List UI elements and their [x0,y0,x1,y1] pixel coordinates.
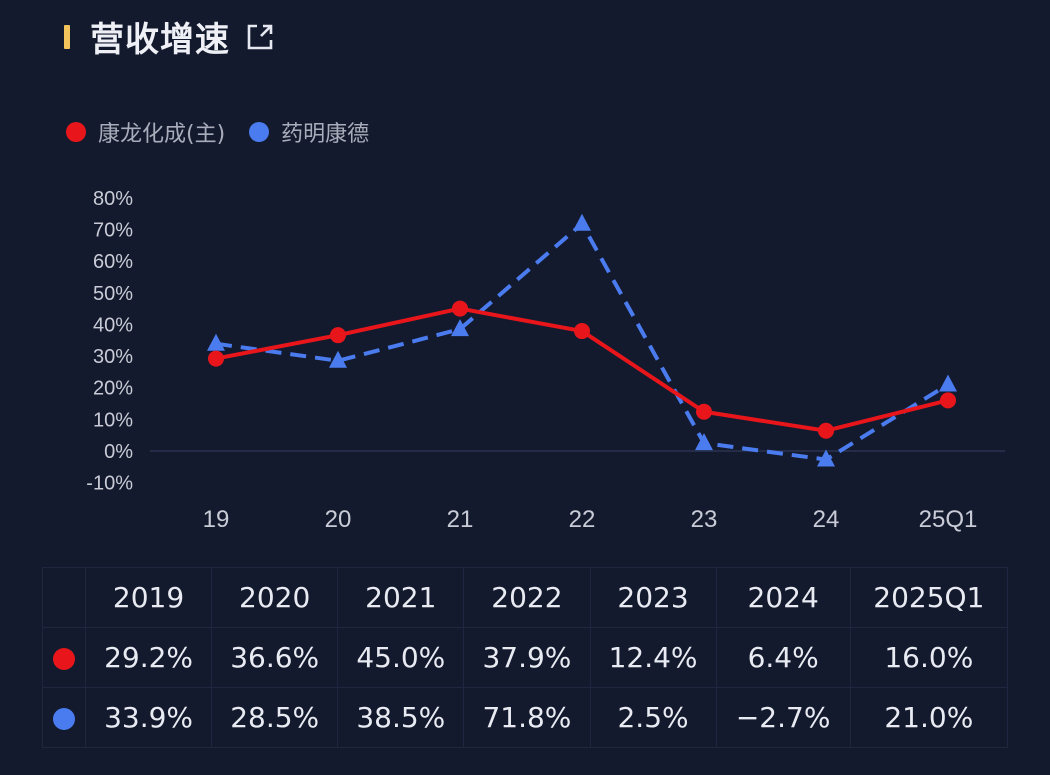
table-cell: 33.9% [84,687,213,748]
table-header: 2019 [84,567,213,628]
x-tick-label: 22 [569,506,596,533]
section-title: 营收增速 [64,12,276,61]
red-dot-icon [53,648,75,670]
table-row: 33.9% 28.5% 38.5% 71.8% 2.5% −2.7% 21.0% [42,687,1009,748]
blue-dot-icon [53,708,75,730]
table-header: 2023 [589,567,717,628]
x-tick-label: 25Q1 [919,506,978,533]
table-cell: 21.0% [849,687,1009,748]
y-tick-label: -10% [86,473,133,495]
legend-item-wuxi[interactable]: 药明康德 [249,116,369,148]
table-cell: 6.4% [715,627,851,688]
table-cell: 71.8% [463,687,591,748]
table-row: 29.2% 36.6% 45.0% 37.9% 12.4% 6.4% 16.0% [42,627,1009,688]
y-tick-label: 20% [93,378,133,400]
line-chart: 80% 70% 60% 50% 40% 30% 20% 10% 0% -10% 19 20 21 22 23… [86,188,1005,533]
data-point [574,323,590,340]
data-point [207,333,225,351]
y-tick-label: 60% [93,251,133,273]
external-link-icon[interactable] [244,21,276,53]
legend-item-kanglong[interactable]: 康龙化成(主) [66,116,225,148]
x-tick-label: 23 [691,506,718,533]
y-tick-label: 0% [104,441,133,463]
data-point [451,319,469,337]
x-tick-label: 19 [203,506,230,533]
data-point [939,374,957,392]
table-cell: 45.0% [337,627,465,688]
title-accent-bar [64,24,70,49]
table-cell: −2.7% [715,687,851,748]
x-tick-label: 20 [325,506,352,533]
data-point [696,403,712,420]
table-header-row: 2019 2020 2021 2022 2023 2024 2025Q1 [42,567,1009,628]
table-header: 2021 [337,567,465,628]
y-tick-label: 10% [93,409,133,431]
data-point [818,422,834,439]
data-point [329,350,347,368]
page-title: 营收增速 [90,20,230,60]
table-cell: 12.4% [589,627,717,688]
table-cell: 16.0% [849,627,1009,688]
data-point [573,213,591,231]
data-point [695,433,713,451]
series-line-wuxi [215,221,950,462]
data-point [817,449,835,467]
data-point [330,327,346,344]
data-point [940,392,956,409]
table-cell: 38.5% [337,687,465,748]
table-cell: 2.5% [589,687,717,748]
y-tick-label: 30% [93,346,133,368]
table-cell: 29.2% [84,627,213,688]
x-tick-label: 21 [447,506,474,533]
table-cell: 28.5% [211,687,339,748]
data-point [452,300,468,317]
table-cell: 37.9% [463,627,591,688]
x-tick-label: 24 [813,506,840,533]
legend-label: 药明康德 [281,122,370,147]
data-point [208,350,224,367]
chart-legend: 康龙化成(主) 药明康德 [66,116,393,148]
y-tick-label: 50% [93,283,133,305]
data-table: 2019 2020 2021 2022 2023 2024 2025Q1 29.… [42,567,1009,748]
table-cell: 36.6% [211,627,339,688]
legend-label: 康龙化成(主) [98,122,226,147]
table-header: 2020 [211,567,339,628]
blue-dot-icon [249,122,270,142]
y-tick-label: 70% [93,219,133,241]
y-tick-label: 80% [93,188,133,210]
table-header: 2025Q1 [849,567,1009,628]
red-dot-icon [66,122,86,142]
y-tick-label: 40% [93,314,133,336]
table-header: 2022 [463,567,591,628]
table-header: 2024 [715,567,851,628]
